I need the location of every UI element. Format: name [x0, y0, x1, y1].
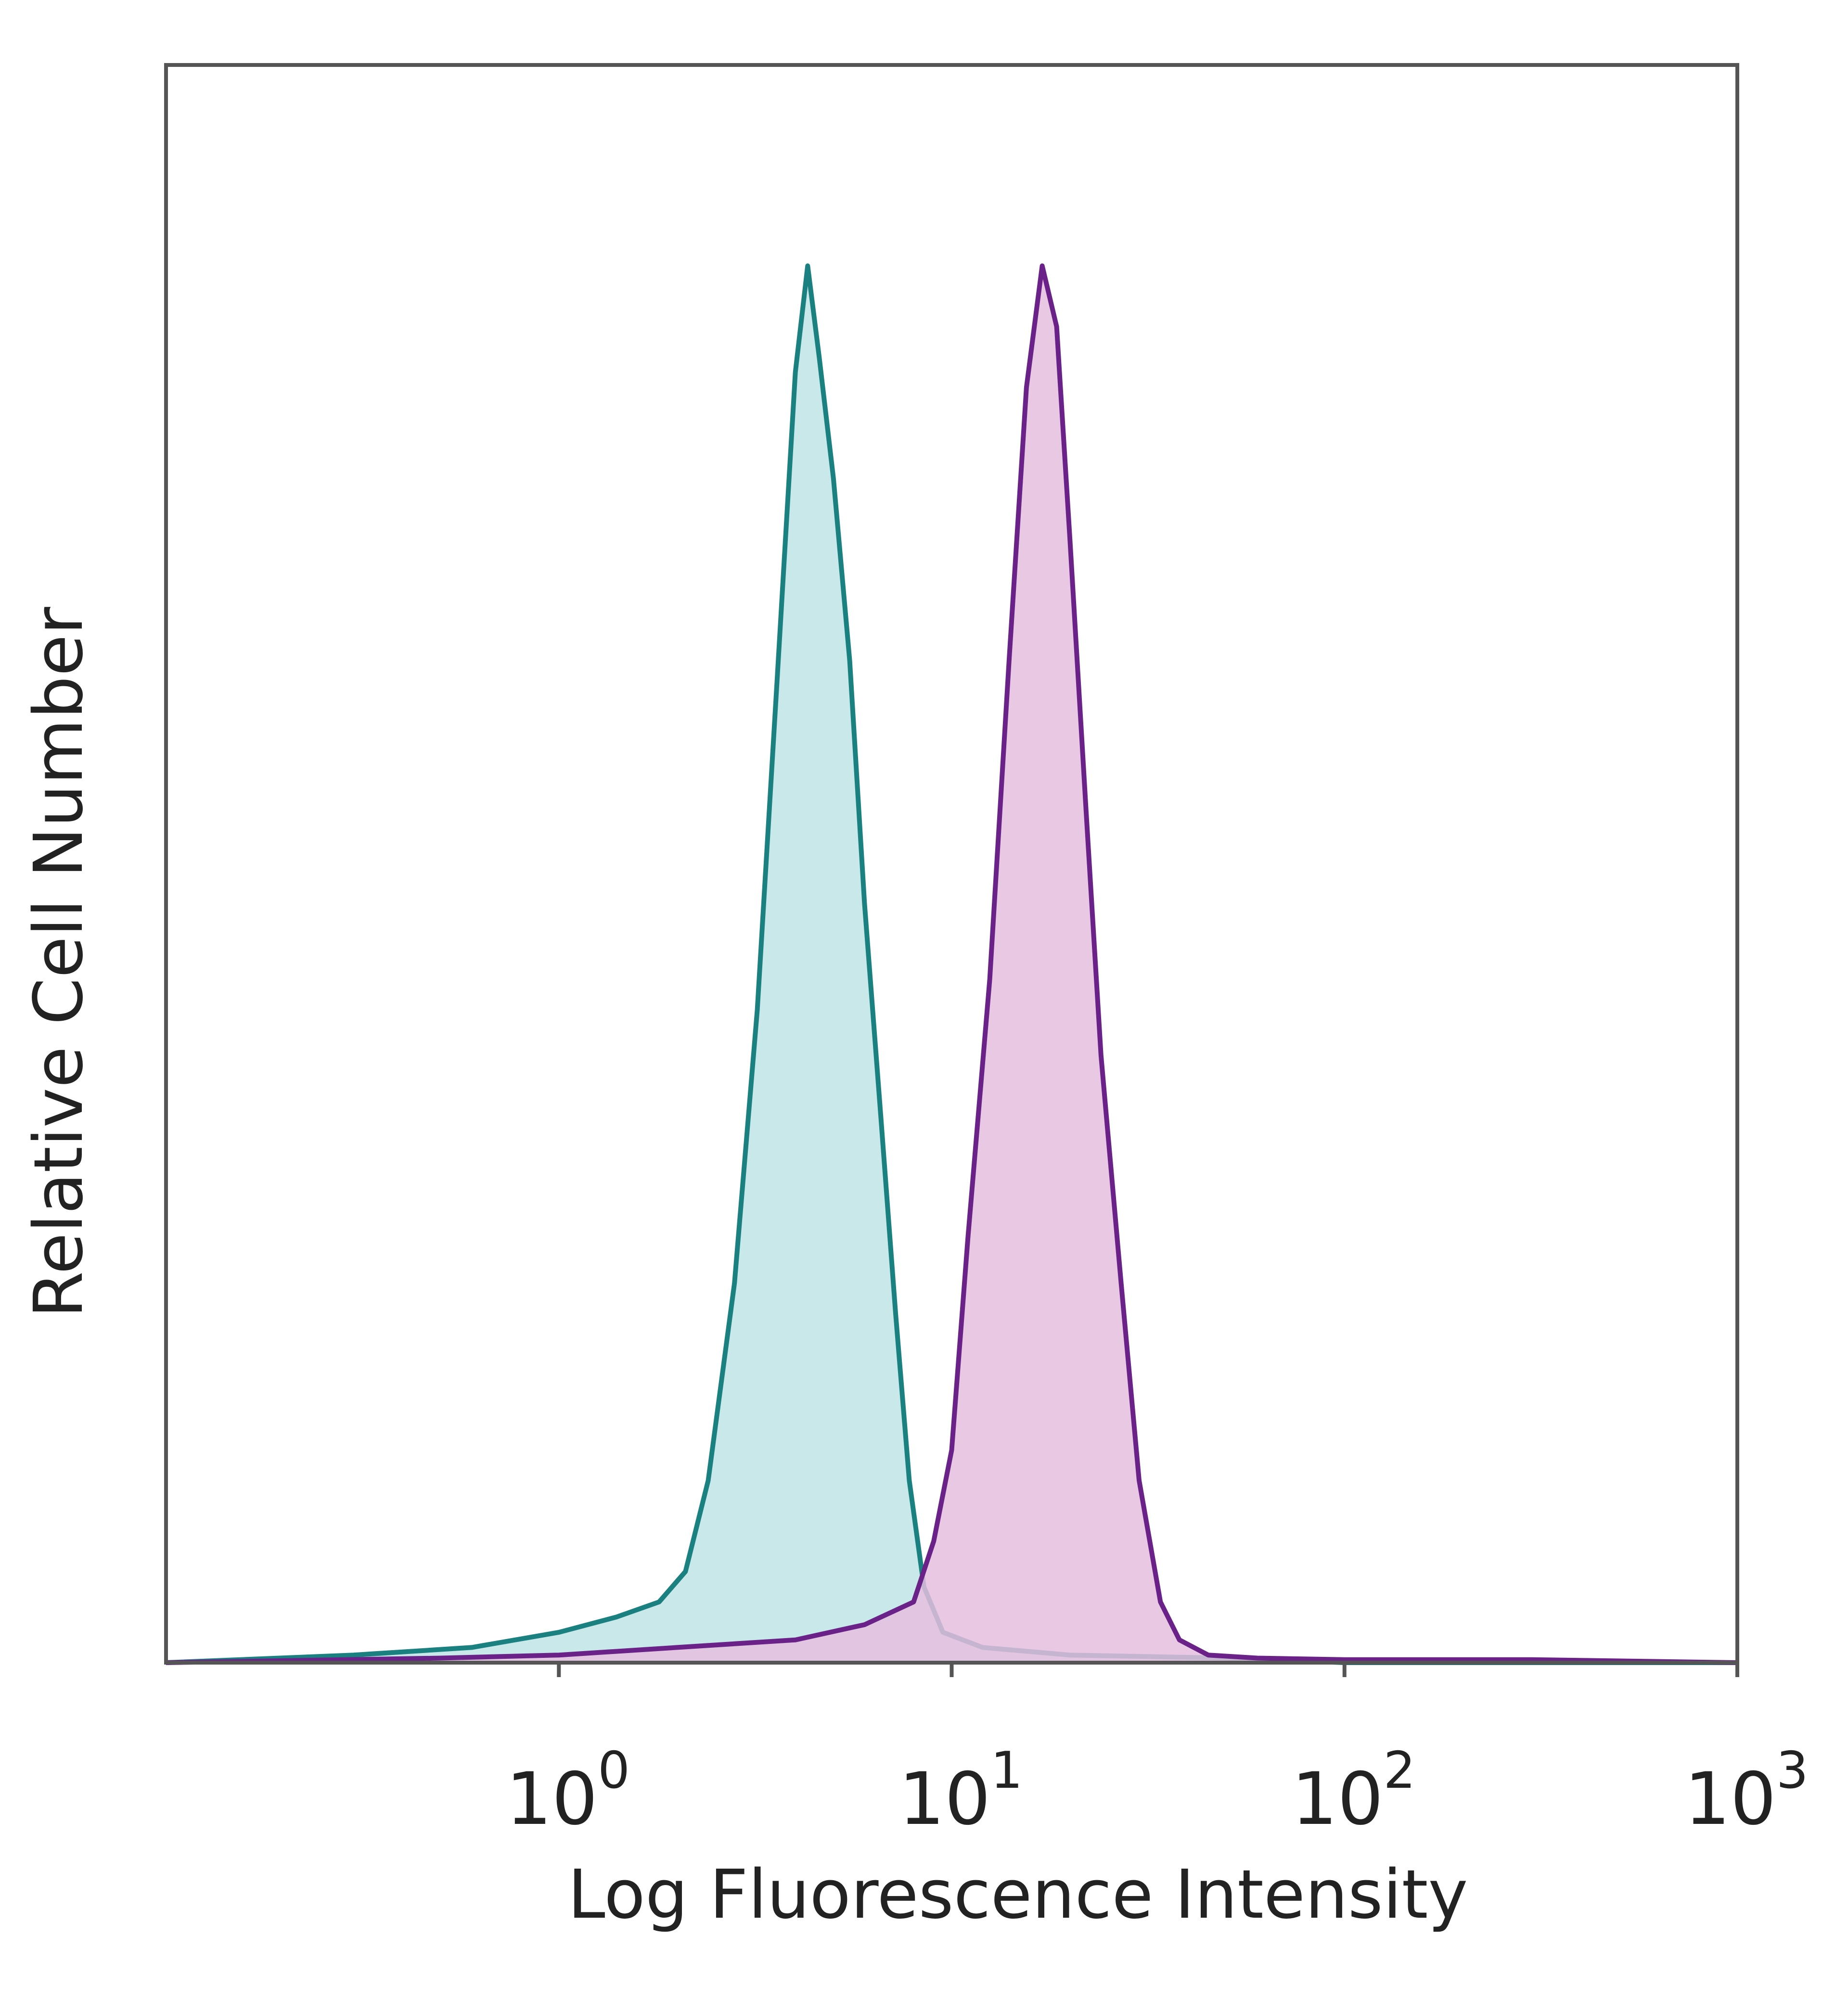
x-tick-layer: 100 101 102 103	[506, 1663, 1809, 1841]
series-layer	[166, 263, 1738, 1665]
y-axis-label: Relative Cell Number	[20, 607, 98, 1318]
x-tick-label: 103	[1684, 1741, 1809, 1841]
x-tick-label: 100	[506, 1741, 630, 1841]
x-tick-label: 102	[1292, 1741, 1416, 1841]
series-2-outline	[166, 263, 1738, 1665]
x-tick-label: 101	[899, 1741, 1023, 1841]
x-axis-label: Log Fluorescence Intensity	[568, 1856, 1468, 1934]
